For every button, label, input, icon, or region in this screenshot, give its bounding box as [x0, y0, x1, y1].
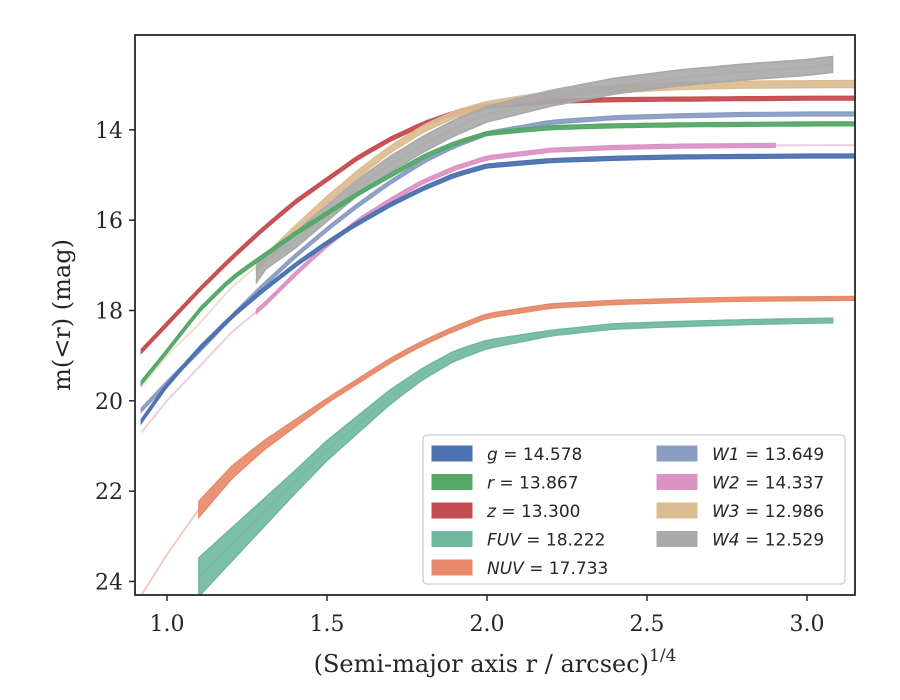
y-tick-label: 18	[95, 299, 123, 324]
x-tick-label: 3.0	[790, 612, 825, 637]
x-tick-label: 2.0	[470, 612, 505, 637]
series-w2-model-line	[140, 144, 855, 434]
legend: g = 14.578 r = 13.867 z = 13.300 FUV = 18.2…	[422, 434, 846, 585]
x-axis: 1.0 1.5 2.0 2.5 3.0	[150, 595, 825, 637]
y-tick-label: 24	[95, 570, 123, 595]
legend-swatch	[656, 531, 698, 547]
legend-swatch	[656, 502, 698, 519]
legend-label: r = 13.867	[487, 474, 579, 494]
series-z	[140, 95, 855, 355]
legend-swatch	[431, 502, 473, 519]
legend-swatch	[431, 445, 473, 462]
series-w2-band	[255, 142, 776, 315]
series-nuv	[140, 295, 855, 595]
curves-layer	[140, 55, 855, 595]
series-w3-band	[255, 79, 855, 272]
x-tick-label: 2.5	[630, 612, 665, 637]
x-tick-label: 1.0	[150, 612, 185, 637]
series-nuv-band	[198, 295, 855, 520]
legend-box	[422, 434, 846, 585]
legend-swatch	[431, 559, 473, 576]
series-r	[140, 121, 855, 387]
series-g-band	[140, 153, 855, 426]
legend-label: W2 = 14.337	[712, 474, 824, 494]
legend-label: W1 = 13.649	[712, 445, 824, 465]
y-tick-label: 16	[95, 209, 123, 234]
plot-frame	[134, 34, 856, 596]
series-g-model-line	[140, 154, 855, 422]
y-axis-title: m(<r) (mag)	[48, 239, 76, 391]
series-w4	[255, 55, 834, 285]
legend-swatch	[656, 445, 698, 462]
series-fuv-band	[198, 317, 834, 595]
legend-label: z = 13.300	[486, 502, 580, 522]
series-g	[140, 153, 855, 426]
series-w1-band	[140, 111, 855, 414]
legend-swatch	[656, 474, 698, 490]
legend-label: FUV = 18.222	[487, 531, 605, 551]
series-r-band	[140, 121, 855, 387]
legend-label: g = 14.578	[487, 445, 582, 465]
series-fuv	[198, 317, 834, 595]
x-tick-label: 1.5	[310, 612, 345, 637]
legend-label: NUV = 17.733	[487, 559, 608, 579]
series-w2	[140, 142, 855, 434]
legend-swatch	[431, 531, 473, 547]
series-w3	[140, 79, 855, 388]
y-tick-label: 22	[95, 480, 123, 505]
y-axis: 14 16 18 20 22 24	[95, 119, 135, 595]
y-tick-label: 20	[95, 390, 123, 415]
legend-label: W3 = 12.986	[712, 502, 824, 522]
y-tick-label: 14	[95, 119, 123, 144]
series-w4-band	[255, 55, 834, 285]
x-axis-title: (Semi-major axis r / arcsec)1/4	[314, 646, 677, 678]
legend-swatch	[431, 474, 473, 490]
legend-label: W4 = 12.529	[712, 531, 824, 551]
series-z-band	[140, 95, 855, 355]
